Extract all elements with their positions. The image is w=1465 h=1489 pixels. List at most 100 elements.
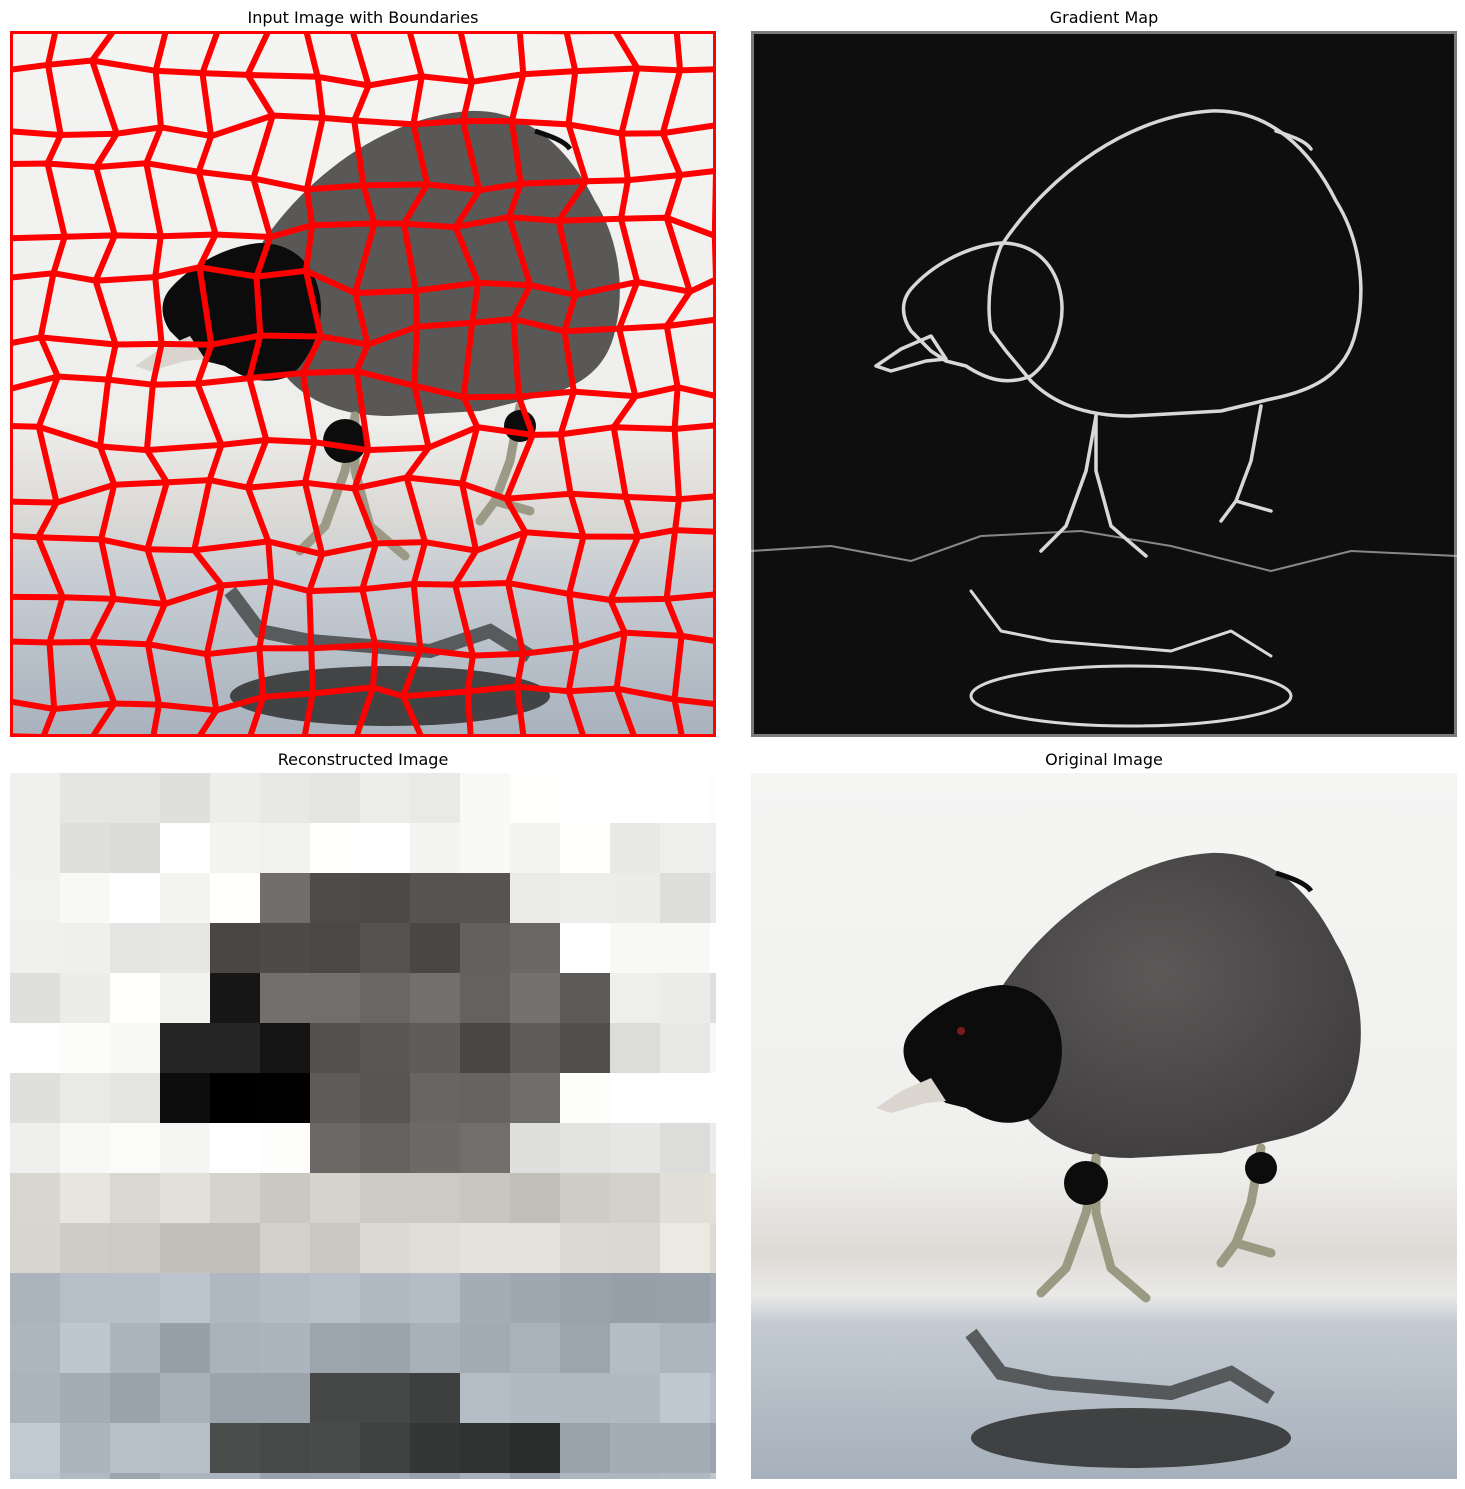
superpixel-cell	[210, 1373, 261, 1424]
superpixel-cell	[310, 823, 361, 874]
edge-contour	[1274, 129, 1313, 151]
superpixel-cell	[710, 773, 716, 824]
superpixel-cell	[260, 873, 311, 924]
superpixel-cell	[60, 1223, 111, 1274]
superpixel-cell	[710, 1073, 716, 1124]
edge-contour	[874, 334, 948, 373]
superpixel-cell	[560, 873, 611, 924]
bird-head	[903, 985, 1062, 1123]
boundary-line	[711, 31, 716, 737]
superpixel-cell	[610, 1223, 661, 1274]
panel-title-original: Original Image	[1045, 750, 1163, 769]
edge-contour	[901, 241, 1064, 383]
superpixel-cell	[260, 1223, 311, 1274]
superpixel-cell	[60, 1073, 111, 1124]
superpixel-cell	[60, 1273, 111, 1324]
superpixel-cell	[210, 923, 261, 974]
superpixel-cell	[610, 923, 661, 974]
superpixel-cell	[110, 1173, 161, 1224]
superpixel-cell	[60, 823, 111, 874]
bird-tail	[1275, 870, 1314, 893]
superpixel-cell	[160, 773, 211, 824]
gradient-panel	[751, 31, 1457, 737]
boundary-line	[88, 31, 120, 737]
boundary-line	[244, 31, 276, 737]
superpixel-cell	[260, 1123, 311, 1174]
superpixel-cell	[10, 873, 61, 924]
superpixel-cell	[410, 1473, 461, 1479]
boundaries-panel	[10, 31, 716, 737]
superpixel-cell	[260, 1073, 311, 1124]
superpixel-cell	[10, 1473, 61, 1479]
boundary-line	[191, 31, 225, 737]
panel-title-reconstructed: Reconstructed Image	[277, 750, 449, 769]
superpixel-cell	[460, 1273, 511, 1324]
edge-contour	[1234, 499, 1273, 513]
boundary-line	[452, 31, 483, 737]
superpixel-cell	[560, 1223, 611, 1274]
superpixel-cell	[60, 923, 111, 974]
superpixel-cell	[60, 873, 111, 924]
edge-contour	[1094, 414, 1148, 558]
superpixel-cell	[360, 1173, 411, 1224]
boundary-line	[659, 31, 693, 737]
superpixel-cell	[610, 1323, 661, 1374]
superpixel-cell	[110, 1223, 161, 1274]
superpixel-cell	[310, 1173, 361, 1224]
panel-title-boundaries: Input Image with Boundaries	[247, 8, 479, 27]
superpixel-cell	[660, 973, 711, 1024]
superpixel-cell	[60, 1423, 111, 1474]
superpixel-cell	[210, 1223, 261, 1274]
superpixel-cell	[410, 973, 461, 1024]
superpixel-cell	[260, 1423, 311, 1474]
superpixel-cell	[510, 873, 561, 924]
superpixel-cell	[710, 973, 716, 1024]
superpixel-cell	[710, 1173, 716, 1224]
superpixel-cell	[460, 1473, 511, 1479]
superpixel-cell	[210, 1173, 261, 1224]
superpixel-cell	[10, 1123, 61, 1174]
superpixel-cell	[210, 1023, 261, 1074]
superpixel-cell	[560, 1173, 611, 1224]
superpixel-cell	[10, 773, 61, 824]
superpixel-cell	[310, 923, 361, 974]
superpixel-cell	[610, 1023, 661, 1074]
superpixel-cell	[510, 1173, 561, 1224]
superpixel-cell	[360, 1023, 411, 1074]
superpixel-cell	[260, 1323, 311, 1374]
superpixel-cell	[610, 1173, 661, 1224]
superpixel-mosaic-icon	[10, 773, 716, 1479]
superpixel-cell	[110, 973, 161, 1024]
superpixel-cell	[510, 1223, 561, 1274]
superpixel-cell	[660, 823, 711, 874]
superpixel-cell	[560, 923, 611, 974]
superpixel-cell	[660, 923, 711, 974]
superpixel-cell	[660, 1273, 711, 1324]
superpixel-cell	[10, 1073, 61, 1124]
superpixel-cell	[460, 1373, 511, 1424]
boundary-line	[143, 31, 170, 737]
superpixel-cell	[410, 1373, 461, 1424]
superpixel-cell	[660, 1223, 711, 1274]
superpixel-cell	[10, 823, 61, 874]
superpixel-cell	[110, 923, 161, 974]
superpixel-cell	[10, 973, 61, 1024]
bird-leg	[1231, 1238, 1276, 1258]
superpixel-cell	[360, 923, 411, 974]
superpixel-cell	[360, 1323, 411, 1374]
superpixel-cell	[410, 1223, 461, 1274]
superpixel-cell	[660, 1323, 711, 1374]
superpixel-cell	[710, 1473, 716, 1479]
superpixel-cell	[710, 1423, 716, 1474]
superpixel-cell	[160, 1123, 211, 1174]
boundary-line	[503, 31, 536, 737]
superpixel-cell	[210, 773, 261, 824]
superpixel-cell	[710, 1323, 716, 1374]
superpixel-cell	[260, 773, 311, 824]
coot-bird-photo-icon	[751, 773, 1457, 1479]
superpixel-cell	[610, 1373, 661, 1424]
superpixel-cell	[610, 1273, 661, 1324]
superpixel-cell	[610, 873, 661, 924]
superpixel-cell	[510, 1073, 561, 1124]
edge-contour	[1219, 404, 1263, 523]
